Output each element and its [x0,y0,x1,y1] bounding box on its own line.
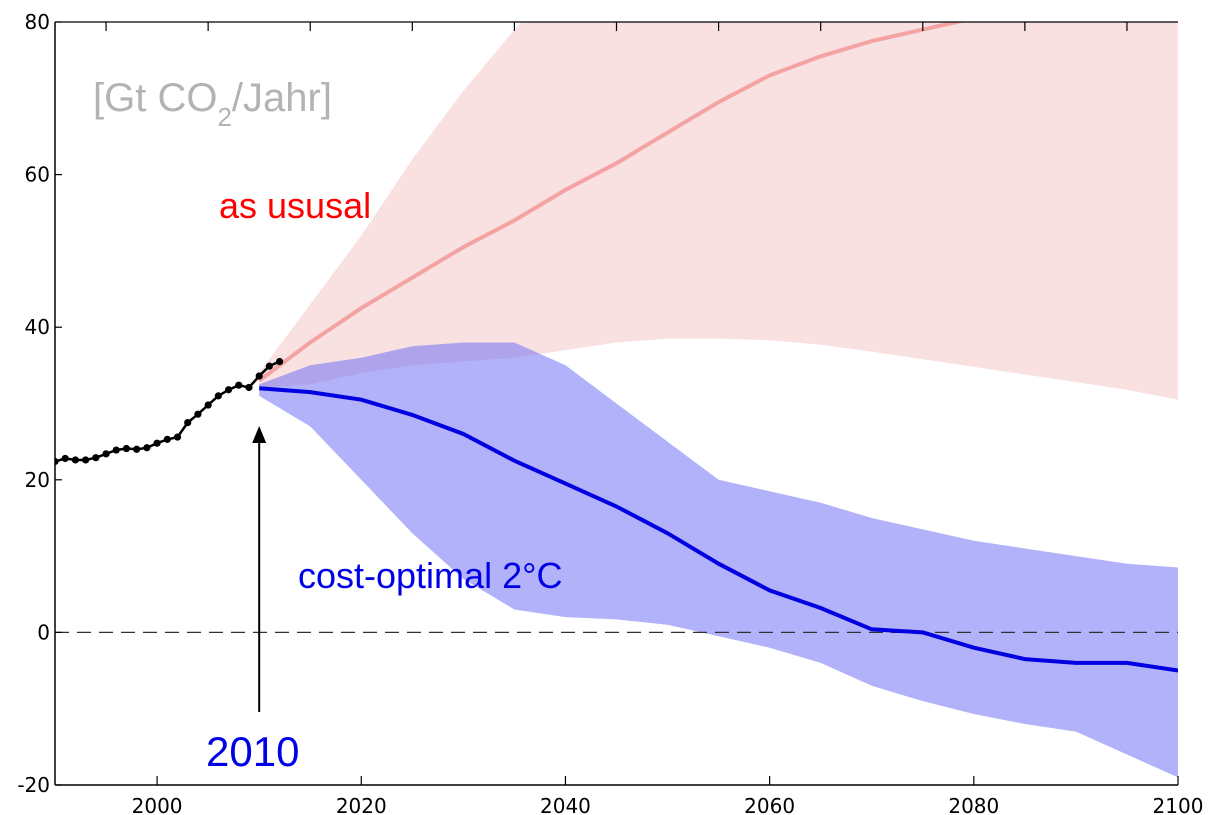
x-tick-label: 2060 [744,794,795,815]
y-tick-label: 80 [25,10,50,34]
historical-point [112,446,120,454]
historical-point [173,433,182,441]
historical-point [71,456,80,464]
bau-series-line [258,22,966,383]
historical-point [143,444,151,452]
historical-point [245,383,253,392]
cost-optimal-uncertainty-band [259,342,1178,778]
bau-uncertainty-band [259,22,1178,400]
y-tick-label: 0 [37,620,50,644]
historical-point [276,357,284,366]
historical-point [204,401,212,409]
year-2010-arrow-head [252,426,267,443]
historical-point [255,372,263,380]
historical-point [82,456,90,464]
y-tick-label: -20 [17,773,50,797]
historical-line [55,360,281,463]
y-tick-label: 40 [25,315,50,339]
cost-optimal-series-line [259,386,1178,673]
bau-label: as ususal [219,185,371,226]
y-tick-label: 60 [25,163,50,187]
historical-point [224,386,233,394]
x-tick-label: 2020 [336,794,387,815]
historical-point [102,450,110,458]
x-tick-label: 2040 [540,794,591,815]
historical-point [122,444,131,453]
historical-point [92,454,100,462]
annotations: [Gt CO2/Jahr] as ususal cost-optimal 2°C… [93,76,562,775]
historical-point [61,454,69,463]
historical-point [163,435,171,443]
x-tick-label: 2100 [1153,794,1204,815]
cost-optimal-label: cost-optimal 2°C [298,555,562,596]
plot-area [55,22,1178,778]
historical-point [133,445,141,453]
unit-label: [Gt CO2/Jahr] [93,76,332,132]
y-tick-label: 20 [25,468,50,492]
historical-point [153,439,161,447]
year-2010-label: 2010 [206,728,299,775]
historical-point [184,418,192,427]
historical-point [214,392,222,400]
historical-point [55,457,59,466]
historical-point [265,362,273,370]
x-tick-label: 2000 [132,794,183,815]
historical-point [194,410,202,418]
historical-point [235,381,243,389]
x-tick-label: 2080 [948,794,999,815]
plot-clip-group [55,22,1178,778]
